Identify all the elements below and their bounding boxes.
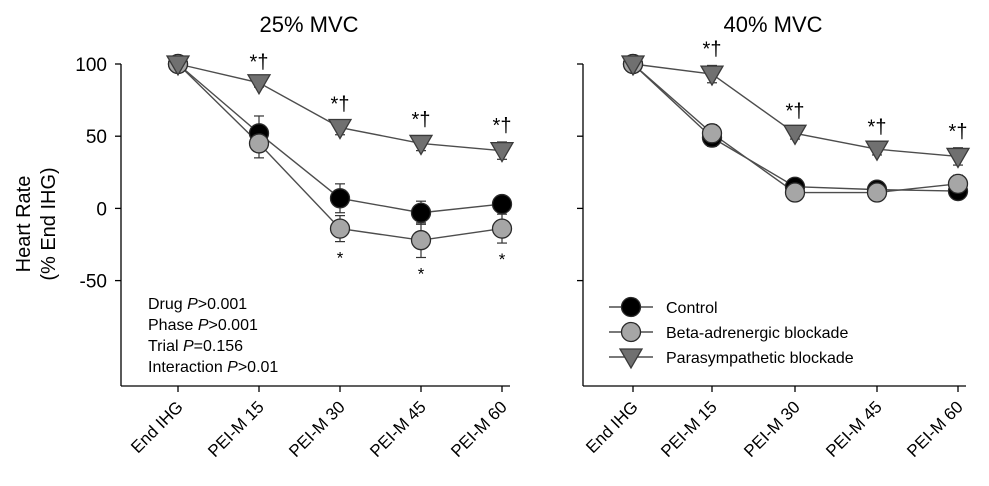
significance-annotation: *† [331, 93, 350, 115]
significance-annotation: * [499, 250, 506, 269]
data-point [699, 65, 725, 87]
significance-annotation: *† [949, 121, 968, 143]
y-tick-label: -50 [80, 272, 107, 293]
significance-annotation: * [337, 249, 344, 268]
significance-annotation: *† [703, 38, 722, 60]
x-tick-label: PEI-M 30 [285, 397, 349, 461]
data-point [784, 182, 806, 203]
stats-line: Interaction P>0.01 [148, 359, 278, 376]
data-point [491, 193, 513, 215]
data-point [165, 55, 191, 77]
stats-line: Trial P=0.156 [148, 338, 243, 355]
x-tick-label: PEI-M 15 [657, 397, 721, 461]
y-tick-label: 50 [86, 127, 107, 148]
data-point [408, 134, 434, 156]
significance-annotation: * [418, 264, 425, 283]
data-point [410, 202, 432, 223]
data-point [620, 55, 646, 77]
x-tick-label: End IHG [582, 397, 642, 457]
x-tick-label: PEI-M 15 [204, 397, 268, 461]
series-line [177, 63, 503, 241]
chart-title: 40% MVC [723, 12, 822, 37]
data-point [782, 124, 808, 146]
y-axis-title-line1: Heart Rate [13, 176, 35, 273]
data-point [945, 147, 971, 169]
data-point [864, 140, 890, 162]
y-tick-label: 0 [96, 199, 107, 220]
data-point [947, 173, 969, 195]
significance-annotation: *† [868, 116, 887, 138]
legend-marker [620, 321, 642, 343]
y-axis-title-line2: (% End IHG) [38, 167, 60, 280]
y-tick-label: 100 [75, 55, 107, 76]
x-tick-label: End IHG [127, 397, 187, 457]
legend-label: Parasympathetic blockade [666, 350, 854, 367]
x-tick-label: PEI-M 30 [740, 397, 804, 461]
data-point [491, 218, 513, 239]
data-point [246, 74, 272, 96]
panel-25-mvc: 25% MVC -50 0 50 100 End IHG PEI-M 15 PEI-M 30 P… [75, 12, 515, 461]
data-point [329, 218, 351, 239]
data-point [410, 230, 432, 251]
data-point [248, 133, 270, 154]
x-tick-label: PEI-M 45 [822, 397, 886, 461]
stats-line: Phase P>0.001 [148, 317, 258, 334]
significance-annotation: *† [493, 115, 512, 137]
legend-marker [618, 348, 644, 370]
legend-label: Control [666, 300, 718, 317]
legend-marker [620, 296, 642, 318]
panel-40-mvc: 40% MVC End IHG PEI-M 15 PEI-M 30 PEI-M 45 PE… [577, 12, 971, 461]
data-point [866, 182, 888, 203]
significance-annotation: *† [250, 51, 269, 73]
legend-label: Beta-adrenergic blockade [666, 325, 848, 342]
x-tick-label: PEI-M 45 [366, 397, 430, 461]
x-tick-label: PEI-M 60 [903, 397, 967, 461]
stats-line: Drug P>0.001 [148, 296, 247, 313]
data-point [701, 123, 723, 144]
data-point [329, 188, 351, 209]
significance-annotation: *† [412, 109, 431, 131]
chart-title: 25% MVC [259, 12, 358, 37]
data-point [489, 141, 515, 163]
data-point [327, 118, 353, 140]
x-tick-label: PEI-M 60 [447, 397, 511, 461]
significance-annotation: *† [786, 101, 805, 123]
